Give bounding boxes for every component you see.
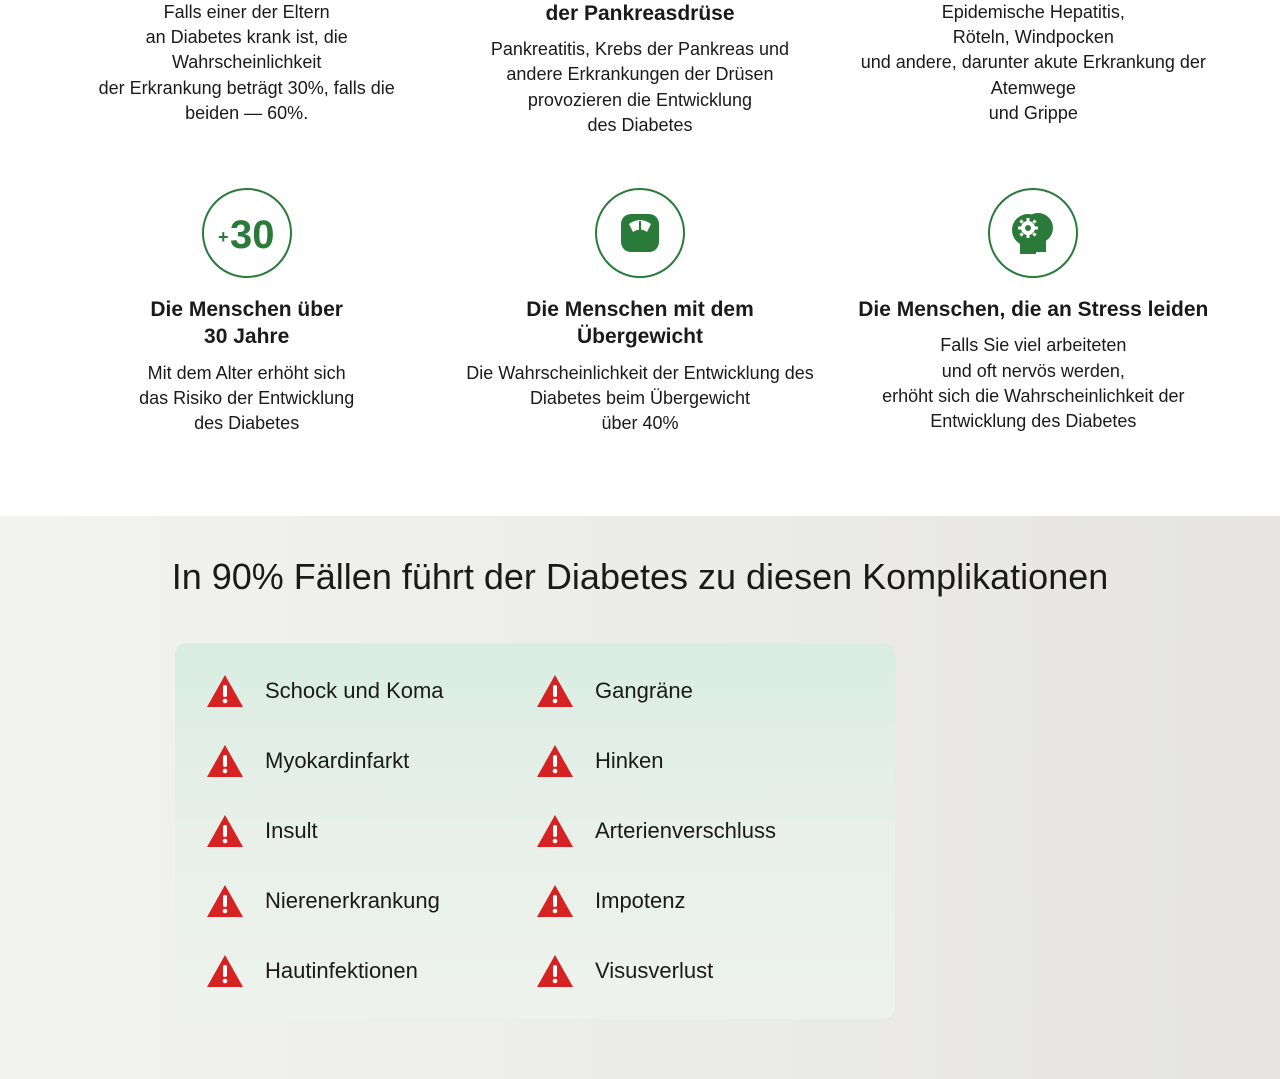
list-item: Visusverlust [535,953,865,989]
svg-text:30: 30 [230,213,275,257]
factor-title: Die Menschen mit dem Übergewicht [463,296,816,351]
list-item: Schock und Koma [205,673,535,709]
factor-title: Die Menschen, die an Stress leiden [857,296,1210,323]
list-item: Hinken [535,743,865,779]
complication-text: Hinken [595,748,663,774]
complication-text: Impotenz [595,888,686,914]
list-item: Gangräne [535,673,865,709]
factor-desc: Epidemische Hepatitis,Röteln, Windpocken… [857,0,1210,126]
warning-icon [535,813,575,849]
factor-title: Die Menschen über30 Jahre [70,296,423,351]
svg-text:+: + [218,227,229,247]
risk-row-1: Falls einer der Elternan Diabetes krank … [60,0,1220,138]
factor-age30: + 30 Die Menschen über30 Jahre Mit dem A… [60,188,433,436]
list-item: Insult [205,813,535,849]
scale-icon [595,188,685,278]
factor-stress: Die Menschen, die an Stress leiden Falls… [847,188,1220,436]
list-item: Arterienverschluss [535,813,865,849]
complication-text: Myokardinfarkt [265,748,409,774]
complication-text: Nierenerkrankung [265,888,440,914]
complication-text: Schock und Koma [265,678,444,704]
list-item: Myokardinfarkt [205,743,535,779]
age30-icon: + 30 [202,188,292,278]
factor-desc: Die Wahrscheinlichkeit der Entwicklung d… [463,361,816,437]
complication-text: Hautinfektionen [265,958,418,984]
risk-factors-section: Falls einer der Elternan Diabetes krank … [0,0,1280,516]
stress-head-icon [988,188,1078,278]
warning-icon [535,883,575,919]
list-item: Nierenerkrankung [205,883,535,919]
factor-desc: Falls Sie viel arbeitetenund oft nervös … [857,333,1210,434]
risk-row-2: + 30 Die Menschen über30 Jahre Mit dem A… [60,188,1220,436]
complications-section: In 90% Fällen führt der Diabetes zu dies… [0,516,1280,1079]
complication-text: Visusverlust [595,958,713,984]
complication-text: Arterienverschluss [595,818,776,844]
factor-desc: Falls einer der Elternan Diabetes krank … [70,0,423,126]
warning-icon [205,743,245,779]
complication-text: Gangräne [595,678,693,704]
complications-col-2: Gangräne Hinken Arterienverschluss Impot… [535,673,865,989]
list-item: Impotenz [535,883,865,919]
factor-pancreas: der Pankreasdrüse Pankreatitis, Krebs de… [453,0,826,138]
warning-icon [205,883,245,919]
complications-col-1: Schock und Koma Myokardinfarkt Insult Ni… [205,673,535,989]
list-item: Hautinfektionen [205,953,535,989]
warning-icon [205,673,245,709]
factor-desc: Pankreatitis, Krebs der Pankreas und and… [463,37,816,138]
warning-icon [535,953,575,989]
factor-desc: Mit dem Alter erhöht sichdas Risiko der … [70,361,423,437]
factor-title: der Pankreasdrüse [463,0,816,27]
complications-title: In 90% Fällen führt der Diabetes zu dies… [60,556,1220,598]
warning-icon [205,953,245,989]
complications-box: Schock und Koma Myokardinfarkt Insult Ni… [175,643,895,1019]
factor-infections: Epidemische Hepatitis,Röteln, Windpocken… [847,0,1220,138]
warning-icon [205,813,245,849]
factor-heredity: Falls einer der Elternan Diabetes krank … [60,0,433,138]
warning-icon [535,673,575,709]
warning-icon [535,743,575,779]
factor-overweight: Die Menschen mit dem Übergewicht Die Wah… [453,188,826,436]
complication-text: Insult [265,818,318,844]
